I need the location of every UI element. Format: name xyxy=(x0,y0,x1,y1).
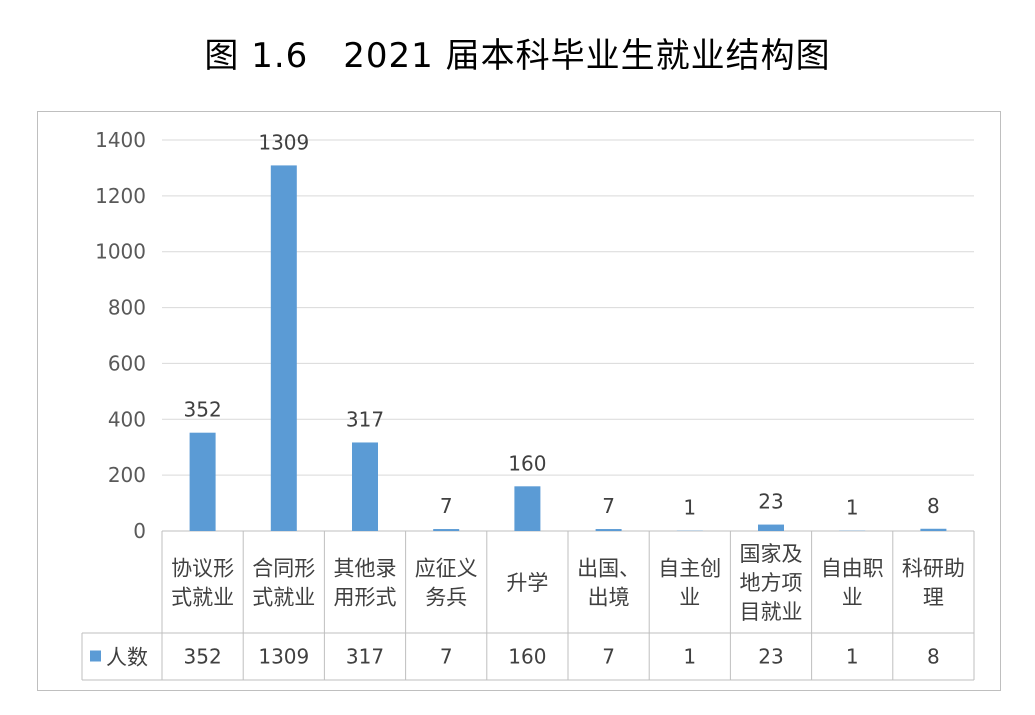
category-label: 国家及 xyxy=(740,542,803,566)
category-label: 目就业 xyxy=(740,600,803,624)
table-cell-value: 352 xyxy=(184,645,222,669)
bar xyxy=(352,442,378,531)
chart-title: 图 1.6 2021 届本科毕业生就业结构图 xyxy=(204,36,831,76)
bar xyxy=(595,529,622,531)
category-label: 协议形 xyxy=(171,557,234,581)
table-cell-value: 8 xyxy=(927,645,940,669)
legend-label: 人数 xyxy=(106,646,148,670)
bar xyxy=(189,432,216,531)
category-label: 其他录 xyxy=(334,557,397,581)
data-label: 1309 xyxy=(258,130,309,154)
category-label: 自主创 xyxy=(658,557,721,581)
category-label: 科研助 xyxy=(902,557,965,581)
category-label: 式就业 xyxy=(171,586,234,610)
chart-frame xyxy=(37,111,1001,691)
table-cell-value: 1 xyxy=(846,645,859,669)
table-cell-value: 23 xyxy=(758,645,783,669)
data-label: 1 xyxy=(683,496,696,520)
category-label: 自由职 xyxy=(821,557,884,581)
category-label: 出境 xyxy=(588,586,630,610)
table-cell-value: 7 xyxy=(440,645,453,669)
table-cell-value: 317 xyxy=(346,645,384,669)
category-label: 地方项 xyxy=(740,571,803,595)
table-cell-value: 7 xyxy=(602,645,615,669)
y-tick-label: 800 xyxy=(108,296,146,320)
data-label: 8 xyxy=(927,494,940,518)
y-tick-label: 0 xyxy=(133,519,146,543)
data-label: 7 xyxy=(602,494,615,518)
data-label: 23 xyxy=(758,490,783,514)
category-label: 务兵 xyxy=(425,586,467,610)
y-tick-label: 1200 xyxy=(95,184,146,208)
category-label: 用形式 xyxy=(334,586,397,610)
data-label: 1 xyxy=(846,496,859,520)
category-label: 升学 xyxy=(506,571,548,595)
data-label: 160 xyxy=(508,451,546,475)
bar xyxy=(270,165,297,532)
data-label: 317 xyxy=(346,407,384,431)
category-label: 式就业 xyxy=(252,586,315,610)
bar xyxy=(758,524,784,531)
y-tick-label: 1400 xyxy=(95,128,146,152)
category-label: 出国、 xyxy=(577,557,640,581)
bar xyxy=(433,529,460,531)
category-label: 应征义 xyxy=(415,557,478,581)
y-tick-label: 400 xyxy=(108,407,146,431)
category-label: 业 xyxy=(842,586,863,610)
y-tick-label: 200 xyxy=(108,463,146,487)
table-cell-value: 1309 xyxy=(258,645,309,669)
bar xyxy=(514,486,541,531)
table-cell-value: 1 xyxy=(683,645,696,669)
table-cell-value: 160 xyxy=(508,645,546,669)
y-tick-label: 1000 xyxy=(95,240,146,264)
legend-swatch xyxy=(90,650,101,662)
category-label: 理 xyxy=(923,586,944,610)
bar xyxy=(920,528,947,531)
category-label: 业 xyxy=(679,586,700,610)
category-label: 合同形 xyxy=(252,557,315,581)
data-label: 352 xyxy=(184,398,222,422)
data-label: 7 xyxy=(440,494,453,518)
y-tick-label: 600 xyxy=(108,351,146,375)
